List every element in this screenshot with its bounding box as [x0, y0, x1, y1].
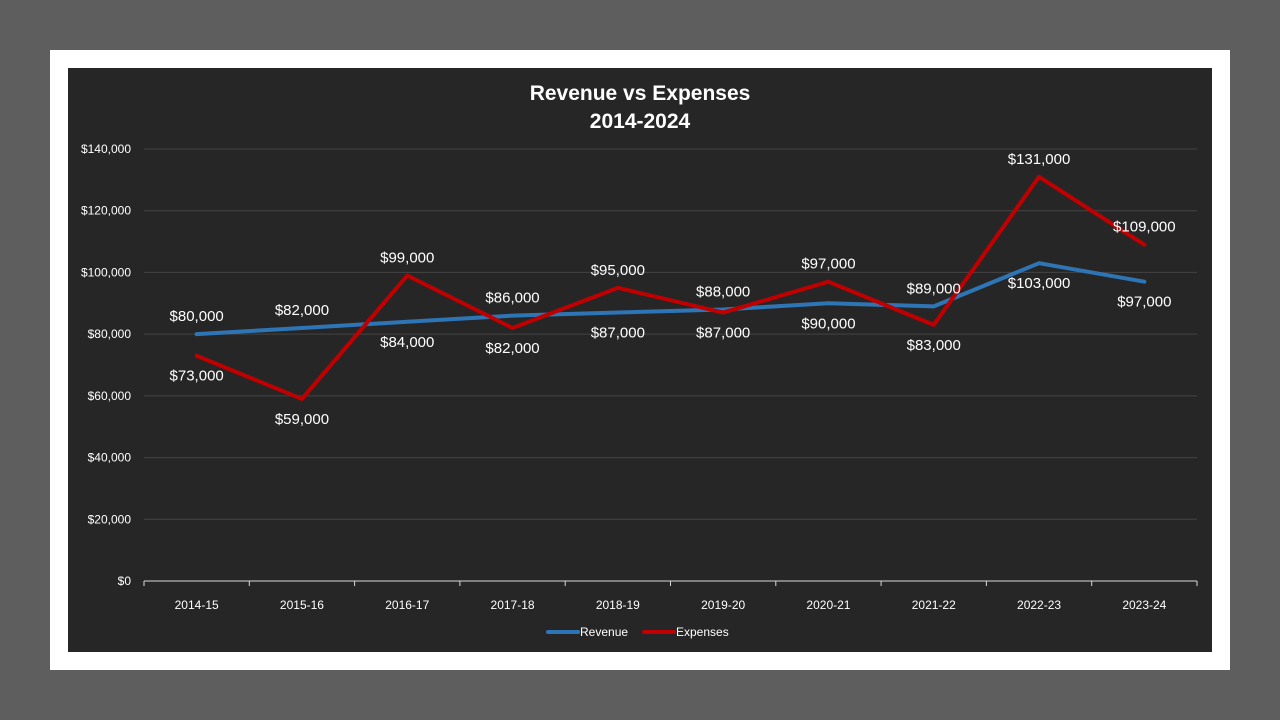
data-label-revenue: $88,000 — [696, 283, 750, 300]
data-label-revenue: $84,000 — [380, 334, 434, 351]
chart-subtitle: 2014-2024 — [590, 110, 691, 133]
y-tick-label: $60,000 — [88, 389, 132, 403]
x-tick-label: 2019-20 — [701, 598, 745, 612]
data-label-expenses: $73,000 — [170, 368, 224, 385]
data-label-expenses: $131,000 — [1008, 151, 1071, 168]
data-label-expenses: $97,000 — [801, 256, 855, 273]
data-label-expenses: $59,000 — [275, 411, 329, 428]
data-label-revenue: $97,000 — [1117, 294, 1171, 311]
x-tick-label: 2023-24 — [1122, 598, 1166, 612]
data-label-revenue: $87,000 — [591, 325, 645, 342]
x-tick-label: 2018-19 — [596, 598, 640, 612]
data-label-expenses: $99,000 — [380, 250, 434, 267]
chart-area: Revenue vs Expenses 2014-2024 $0 $20,000 $… — [68, 68, 1212, 652]
x-tick-label: 2020-21 — [806, 598, 850, 612]
y-tick-label: $80,000 — [88, 327, 132, 341]
y-tick-label: $100,000 — [81, 265, 131, 279]
gridlines — [144, 148, 1197, 520]
data-label-revenue: $86,000 — [485, 290, 539, 307]
data-label-expenses: $87,000 — [696, 325, 750, 342]
y-tick-label: $120,000 — [81, 204, 131, 218]
series-line-revenue — [194, 261, 1147, 337]
y-axis-ticks: $0 $20,000 $40,000 $60,000 $80,000 $100,000 $1… — [81, 142, 131, 588]
data-label-revenue: $103,000 — [1008, 275, 1071, 292]
y-tick-label: $40,000 — [88, 451, 132, 465]
line-chart: Revenue vs Expenses 2014-2024 $0$20,000$… — [81, 82, 1198, 639]
x-tick-label: 2017-18 — [491, 598, 535, 612]
x-tick-label: 2016-17 — [385, 598, 429, 612]
data-label-revenue: $89,000 — [907, 280, 961, 297]
y-tick-label: $140,000 — [81, 142, 131, 156]
chart-title: Revenue vs Expenses — [530, 82, 751, 105]
data-label-revenue: $80,000 — [170, 308, 224, 325]
x-tick-label: 2022-23 — [1017, 598, 1061, 612]
series-lines — [194, 174, 1147, 401]
x-tick-label: 2015-16 — [280, 598, 324, 612]
data-label-expenses: $109,000 — [1113, 219, 1176, 236]
data-labels: $80,000 $82,000 $84,000 $86,000 $87,000 $88,0… — [170, 151, 1176, 428]
y-tick-label: $0 — [118, 574, 132, 588]
data-label-revenue: $82,000 — [275, 302, 329, 319]
data-label-expenses: $95,000 — [591, 262, 645, 279]
x-axis: 2014-15 2015-16 2016-17 2017-18 2018-19 2019-… — [143, 580, 1198, 612]
data-label-revenue: $90,000 — [801, 315, 855, 332]
x-tick-label: 2014-15 — [175, 598, 219, 612]
y-tick-label: $20,000 — [88, 512, 132, 526]
x-tick-label: 2021-22 — [912, 598, 956, 612]
data-label-expenses: $83,000 — [907, 337, 961, 354]
data-label-expenses: $82,000 — [485, 340, 539, 357]
legend-label-expenses: Expenses — [676, 625, 729, 639]
legend: Revenue Expenses — [546, 625, 729, 639]
legend-label-revenue: Revenue — [580, 625, 628, 639]
series-line-expenses — [194, 174, 1147, 401]
